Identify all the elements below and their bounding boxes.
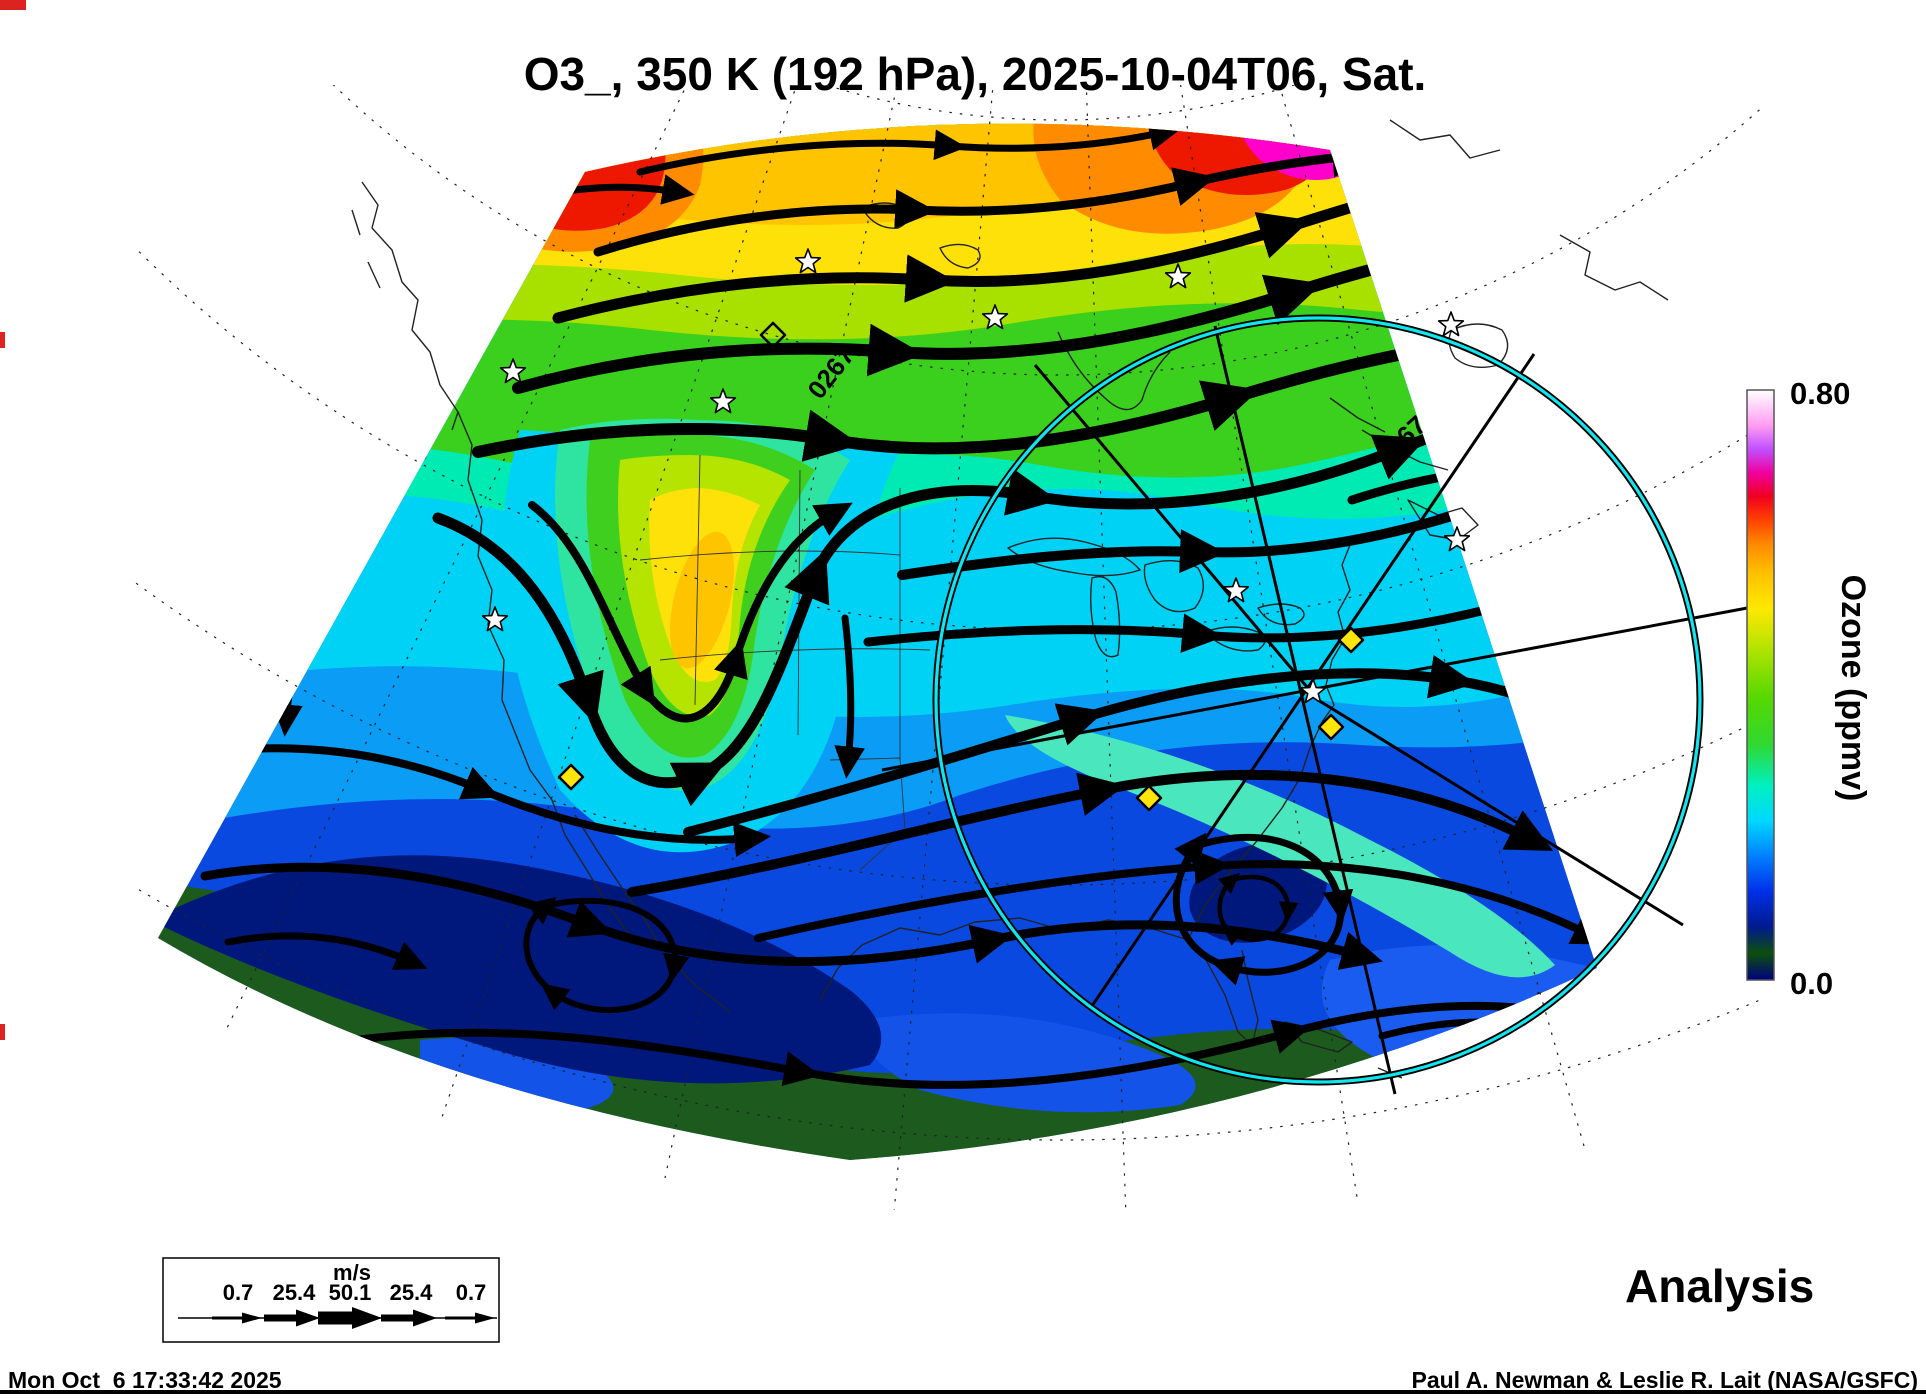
colorbar: 0.80 0.0 Ozone (ppmv) bbox=[1746, 376, 1872, 1001]
range-circle bbox=[932, 314, 1704, 1086]
colorbar-min-label: 0.0 bbox=[1790, 966, 1833, 1001]
wind-legend-value: 0.7 bbox=[456, 1280, 487, 1305]
bottom-rule bbox=[0, 1390, 1926, 1394]
colorbar-max-label: 0.80 bbox=[1790, 376, 1850, 411]
page-title: O3_, 350 K (192 hPa), 2025-10-04T06, Sat… bbox=[524, 48, 1427, 100]
edge-artifacts bbox=[0, 0, 26, 1040]
wind-legend: m/s 0.7 25.4 50.1 25.4 0.7 bbox=[162, 1257, 500, 1343]
colorbar-axis-label: Ozone (ppmv) bbox=[1834, 575, 1872, 802]
wind-legend-value: 25.4 bbox=[273, 1280, 317, 1305]
footer-timestamp: Mon Oct 6 17:33:42 2025 bbox=[8, 1367, 282, 1393]
colorbar-gradient bbox=[1746, 389, 1775, 981]
wind-legend-value: 25.4 bbox=[390, 1280, 434, 1305]
analysis-label: Analysis bbox=[1625, 1260, 1814, 1312]
wind-legend-arrows bbox=[212, 1307, 495, 1329]
wind-legend-value: 50.1 bbox=[329, 1280, 372, 1305]
wind-legend-units: m/s bbox=[333, 1260, 371, 1285]
wind-legend-value: 0.7 bbox=[223, 1280, 254, 1305]
footer-credit: Paul A. Newman & Leslie R. Lait (NASA/GS… bbox=[1411, 1367, 1918, 1393]
wind-legend-box bbox=[162, 1257, 500, 1343]
